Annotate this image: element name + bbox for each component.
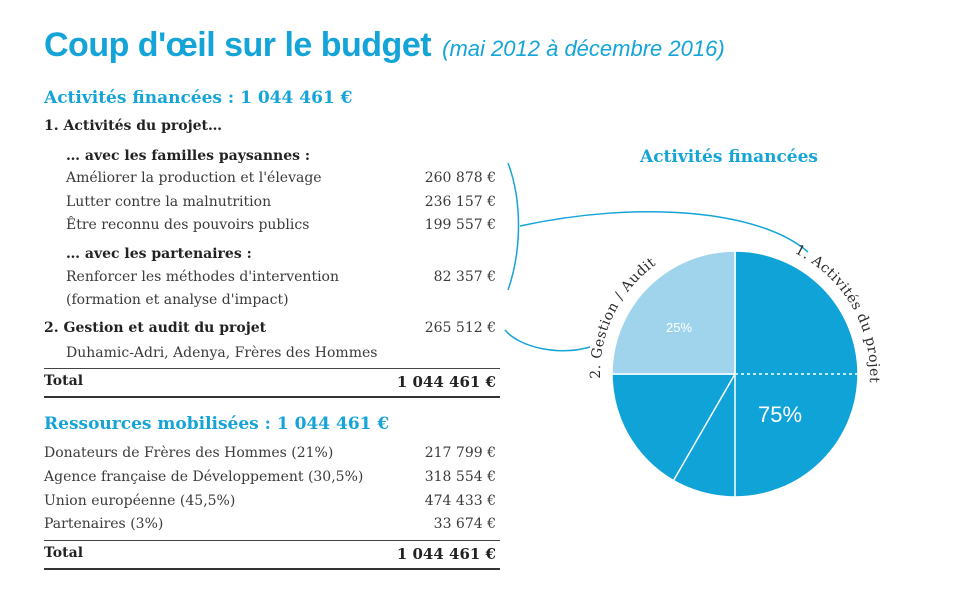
connector-brace	[507, 162, 520, 291]
resources-total-label: Total	[44, 545, 84, 561]
activity-item-amount: 236 157 €	[424, 194, 496, 210]
activities-total-label: Total	[44, 373, 84, 389]
connector-line-activites	[519, 211, 809, 253]
activity-item-label: Lutter contre la malnutrition	[66, 194, 272, 210]
resource-item-amount: 33 674 €	[433, 516, 496, 532]
connector-lines	[504, 162, 809, 352]
partner-item-label-2: (formation et analyse d'impact)	[66, 292, 289, 308]
activities-heading: Activités financées : 1 044 461 €	[44, 88, 353, 108]
activity-item-amount: 260 878 €	[424, 170, 496, 186]
divider	[44, 396, 500, 398]
activity-item-amount: 199 557 €	[424, 217, 496, 233]
pie-value-label-activites: 75%	[758, 402, 802, 427]
resource-item-label: Agence française de Développement (30,5%…	[44, 469, 364, 485]
activities-total-amount: 1 044 461 €	[396, 373, 496, 391]
resources-total-amount: 1 044 461 €	[396, 545, 496, 563]
divider	[44, 368, 500, 369]
resources-heading: Ressources mobilisées : 1 044 461 €	[44, 414, 390, 434]
activities-group2-note: Duhamic-Adri, Adenya, Frères des Hommes	[66, 345, 378, 361]
page-title: Coup d'œil sur le budget (mai 2012 à déc…	[44, 26, 725, 65]
divider	[44, 568, 500, 570]
resource-item-amount: 318 554 €	[424, 469, 496, 485]
chart-title: Activités financées	[640, 147, 818, 167]
pie-slices	[611, 250, 859, 498]
activities-group2-amount: 265 512 €	[424, 320, 496, 336]
divider	[44, 540, 500, 541]
resource-item-label: Donateurs de Frères des Hommes (21%)	[44, 445, 334, 461]
page-title-subtitle: (mai 2012 à décembre 2016)	[442, 36, 725, 61]
resource-item-amount: 474 433 €	[424, 493, 496, 509]
activities-group1-label: 1. Activités du projet…	[44, 118, 223, 134]
resource-item-amount: 217 799 €	[424, 445, 496, 461]
activity-item-label: Améliorer la production et l'élevage	[66, 170, 322, 186]
activity-item-label: Être reconnu des pouvoirs publics	[66, 217, 310, 233]
partner-item-label: Renforcer les méthodes d'intervention	[66, 269, 339, 285]
resource-item-label: Union européenne (45,5%)	[44, 493, 236, 509]
pie-value-label-gestion: 25%	[666, 320, 692, 335]
connector-line-gestion	[504, 329, 591, 352]
pie-subsegment-divider	[672, 373, 736, 481]
resource-item-label: Partenaires (3%)	[44, 516, 164, 532]
partner-item-amount: 82 357 €	[433, 269, 496, 285]
activities-sub2-label: … avec les partenaires :	[66, 246, 252, 262]
pie-slice-gestion	[611, 250, 736, 375]
activities-sub1-label: … avec les familles paysannes :	[66, 148, 311, 164]
activities-group2-label: 2. Gestion et audit du projet	[44, 320, 267, 336]
page-title-main: Coup d'œil sur le budget	[44, 26, 432, 64]
